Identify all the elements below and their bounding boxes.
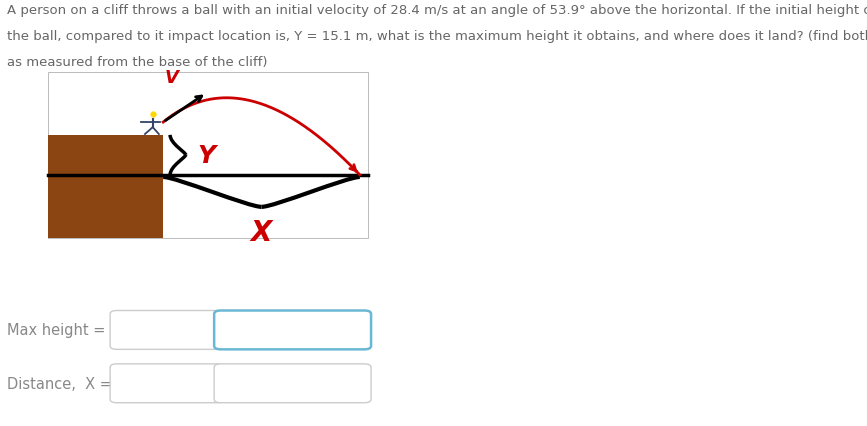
Text: Y: Y xyxy=(198,144,216,167)
FancyBboxPatch shape xyxy=(110,311,224,349)
FancyBboxPatch shape xyxy=(110,364,224,403)
FancyBboxPatch shape xyxy=(214,311,371,349)
Text: Distance,  X =: Distance, X = xyxy=(7,376,112,391)
Text: │Units: │Units xyxy=(228,321,274,339)
Bar xyxy=(48,72,368,239)
Text: Max height =: Max height = xyxy=(7,322,105,338)
Text: Number: Number xyxy=(127,322,186,338)
FancyBboxPatch shape xyxy=(214,364,371,403)
Text: as measured from the base of the cliff): as measured from the base of the cliff) xyxy=(7,55,267,68)
Text: Number: Number xyxy=(127,376,186,391)
Text: X: X xyxy=(251,218,272,246)
Text: V: V xyxy=(165,69,179,87)
Text: Units: Units xyxy=(231,376,269,391)
Text: A person on a cliff throws a ball with an initial velocity of 28.4 m/s at an ang: A person on a cliff throws a ball with a… xyxy=(7,4,867,17)
Bar xyxy=(48,135,163,239)
Text: the ball, compared to it impact location is, Y = 15.1 m, what is the maximum hei: the ball, compared to it impact location… xyxy=(7,30,867,43)
